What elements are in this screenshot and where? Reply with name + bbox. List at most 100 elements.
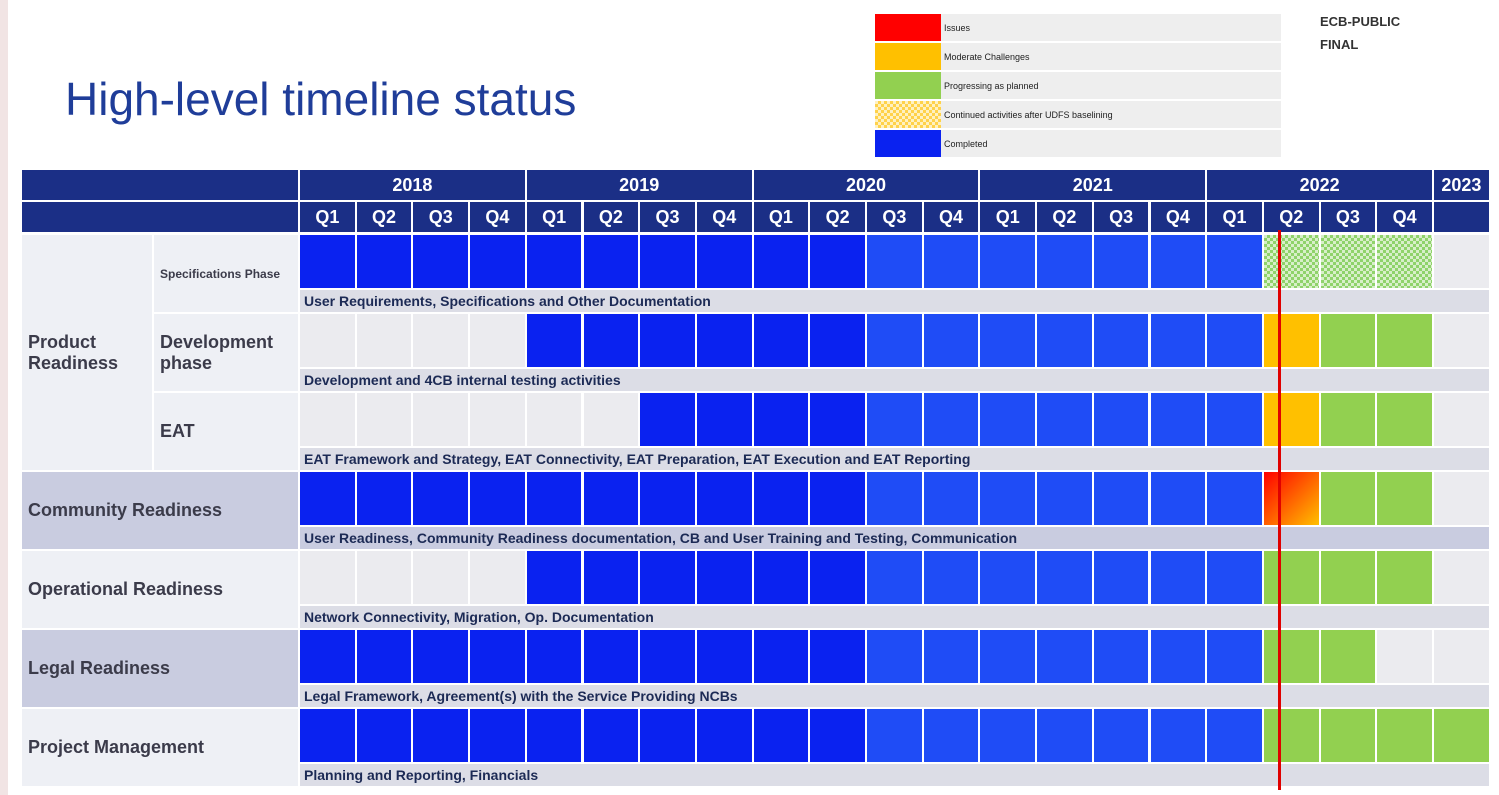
quarter-header: Q4 <box>696 202 752 232</box>
timeline-cell <box>300 709 355 762</box>
timeline-cell <box>640 235 695 288</box>
quarter-header <box>1434 202 1489 232</box>
timeline-cell <box>1093 393 1149 446</box>
timeline-cell <box>1207 551 1262 604</box>
timeline-cell <box>470 551 525 604</box>
timeline-cell <box>413 393 469 446</box>
timeline-cell <box>1037 235 1092 288</box>
timeline-cell <box>980 393 1036 446</box>
quarter-header: Q2 <box>810 202 865 232</box>
timeline-cell <box>696 630 752 683</box>
timeline-cell <box>1263 630 1319 683</box>
timeline-cell <box>1377 393 1432 446</box>
timeline-cell <box>1434 472 1489 525</box>
timeline-cell <box>1377 709 1432 762</box>
row-description: User Requirements, Specifications and Ot… <box>300 290 1489 312</box>
timeline-cell <box>413 551 469 604</box>
legend-swatch <box>875 101 941 128</box>
timeline-cell <box>356 393 412 446</box>
timeline-cell <box>413 235 469 288</box>
quarter-header: Q2 <box>583 202 639 232</box>
timeline-cell <box>980 709 1036 762</box>
quarter-header: Q3 <box>867 202 922 232</box>
timeline-cell <box>300 235 355 288</box>
timeline-cell <box>1207 235 1262 288</box>
timeline-cell <box>1207 630 1262 683</box>
timeline-cell <box>867 551 922 604</box>
timeline-cell <box>413 472 469 525</box>
timeline-cell <box>810 472 865 525</box>
classification: FINAL <box>1320 37 1359 52</box>
row-description: User Readiness, Community Readiness docu… <box>300 527 1489 549</box>
timeline-cell <box>1263 235 1319 288</box>
year-header: 2021 <box>980 170 1206 200</box>
timeline-cell <box>753 314 809 367</box>
timeline-cell <box>867 393 922 446</box>
timeline-cell <box>1037 630 1092 683</box>
timeline-cell <box>583 551 639 604</box>
timeline-cell <box>526 393 582 446</box>
timeline-cell <box>1434 393 1489 446</box>
timeline-cell <box>923 630 979 683</box>
timeline-cell <box>1150 472 1206 525</box>
timeline-cell <box>1150 551 1206 604</box>
timeline-cell <box>526 551 582 604</box>
row-description: Development and 4CB internal testing act… <box>300 369 1489 391</box>
timeline-cell <box>696 235 752 288</box>
timeline-cell <box>753 709 809 762</box>
timeline-cell <box>470 314 525 367</box>
header-blank <box>22 170 298 200</box>
timeline-cell <box>583 235 639 288</box>
timeline-cell <box>1207 393 1262 446</box>
timeline-cell <box>1320 472 1376 525</box>
timeline-cell <box>1150 314 1206 367</box>
section-label: Community Readiness <box>22 472 298 549</box>
timeline-cell <box>753 630 809 683</box>
timeline-cell <box>1093 235 1149 288</box>
timeline-cell <box>753 393 809 446</box>
legend-label: Moderate Challenges <box>941 43 1281 70</box>
current-date-line <box>1277 230 1281 790</box>
quarter-header: Q2 <box>1037 202 1092 232</box>
timeline-cell <box>867 314 922 367</box>
timeline-cell <box>413 630 469 683</box>
timeline-cell <box>1263 393 1319 446</box>
quarter-header: Q2 <box>1263 202 1319 232</box>
timeline-cell <box>1093 551 1149 604</box>
row-label: EAT <box>154 393 298 470</box>
timeline-cell <box>923 551 979 604</box>
timeline-cell <box>1377 551 1432 604</box>
timeline-cell <box>753 472 809 525</box>
section-label: Legal Readiness <box>22 630 298 707</box>
row-description: Network Connectivity, Migration, Op. Doc… <box>300 606 1489 628</box>
timeline-cell <box>1037 393 1092 446</box>
timeline-cell <box>867 630 922 683</box>
quarter-header: Q1 <box>1207 202 1262 232</box>
timeline-cell <box>696 314 752 367</box>
timeline-cell <box>640 472 695 525</box>
timeline-cell <box>980 630 1036 683</box>
timeline-cell <box>810 393 865 446</box>
timeline-cell <box>1093 472 1149 525</box>
timeline-cell <box>980 472 1036 525</box>
quarter-header: Q2 <box>356 202 412 232</box>
quarter-header: Q1 <box>980 202 1036 232</box>
timeline-cell <box>640 393 695 446</box>
classification: ECB-PUBLIC <box>1320 14 1401 29</box>
timeline-cell <box>1093 630 1149 683</box>
timeline-cell <box>1377 314 1432 367</box>
timeline-cell <box>1150 630 1206 683</box>
legend-swatch <box>875 43 941 70</box>
timeline-cell <box>923 472 979 525</box>
timeline-cell <box>413 709 469 762</box>
timeline-cell <box>526 472 582 525</box>
timeline-cell <box>810 314 865 367</box>
timeline-cell <box>1434 235 1489 288</box>
timeline-cell <box>640 314 695 367</box>
timeline-cell <box>753 235 809 288</box>
section-label: Project Management <box>22 709 298 786</box>
legend-label: Issues <box>941 14 1281 41</box>
timeline-cell <box>470 235 525 288</box>
timeline-cell <box>583 472 639 525</box>
